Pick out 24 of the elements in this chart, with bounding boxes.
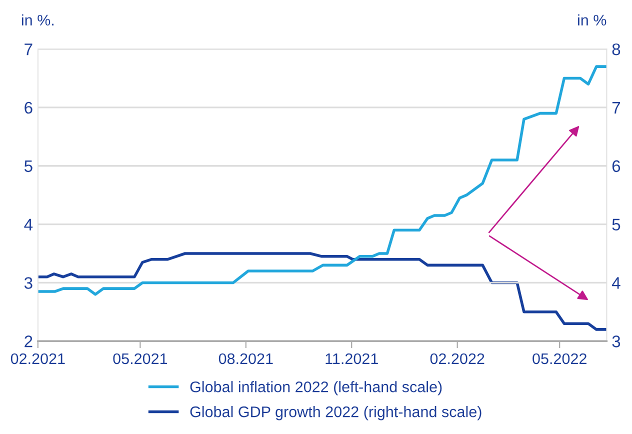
y-tick-label: 3 [24,277,32,289]
y2-tick-label: 7 [612,102,620,114]
y2-tick-label: 6 [612,160,620,172]
y2-tick-label: 8 [612,43,620,56]
y-tick-label: 2 [24,336,32,348]
x-tick-label: 05.2021 [113,353,168,364]
y-axis-title: in %. [22,14,54,26]
line-series [38,252,607,331]
line-series [38,65,607,296]
legend-label: Global inflation 2022 (left-hand scale) [190,381,442,396]
y-tick-label: 4 [24,218,33,230]
y2-tick-label: 5 [612,218,620,230]
x-tick-label: 08.2021 [218,353,273,364]
legend-label: Global GDP growth 2022 (right-hand scale) [190,406,482,420]
y2-axis-title: in % [578,14,606,26]
y-tick-label: 7 [24,44,32,56]
x-tick-label: 02.2022 [430,353,484,364]
y2-tick-label: 3 [612,336,620,348]
x-tick-label: 11.2021 [326,353,378,364]
x-tick-label: 05.2022 [532,353,586,364]
y-tick-label: 5 [24,160,32,172]
y-tick-label: 6 [24,102,32,114]
x-tick-label: 02.2021 [10,353,65,364]
y2-tick-label: 4 [612,277,620,289]
